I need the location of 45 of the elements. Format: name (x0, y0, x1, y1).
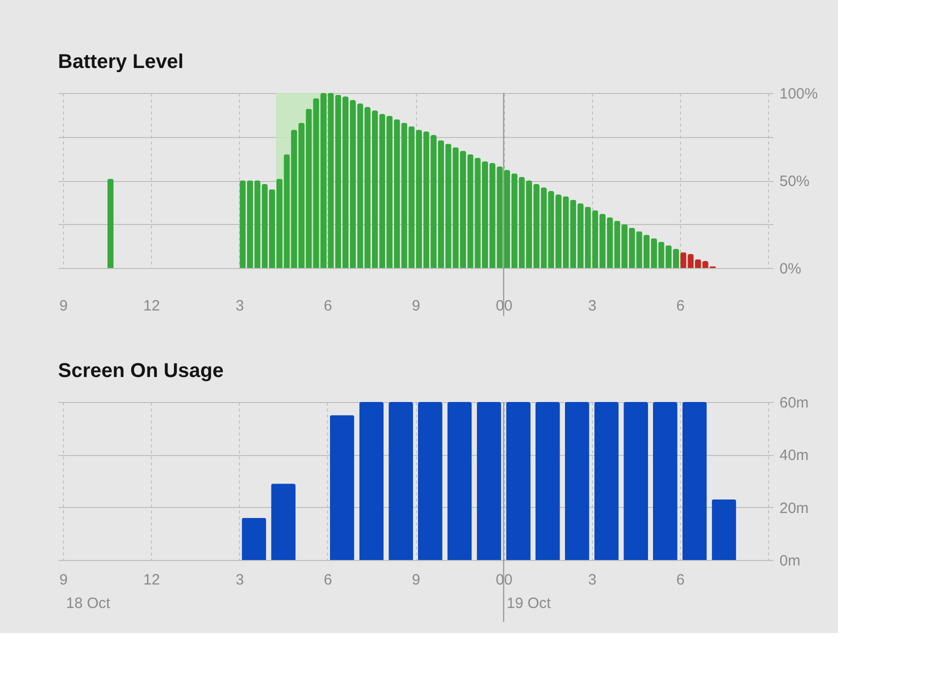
bar (418, 402, 442, 560)
x-tick-label: 6 (324, 298, 332, 314)
chart-title: Screen On Usage (58, 360, 224, 382)
bar (540, 188, 547, 268)
bar (712, 499, 736, 560)
text: 19 Oct (506, 595, 552, 612)
bar (518, 177, 525, 268)
y-tick-label: 50% (780, 173, 810, 190)
y-tick-label: 60m (780, 394, 809, 412)
bar (564, 402, 590, 560)
x-tick-label: 6 (676, 298, 685, 314)
x-tick-label: 9 (59, 298, 68, 314)
bar (447, 402, 472, 560)
x-tick-label: 9 (59, 572, 68, 588)
y-tick-label: 100% (780, 86, 818, 102)
x-tick-label: 6 (324, 572, 332, 588)
y-tick-label: 20m (780, 500, 809, 517)
y-tick-label: 0m (780, 552, 800, 570)
x-tick-label: 12 (143, 572, 160, 588)
bar (682, 402, 707, 560)
bar (401, 122, 408, 268)
bar (624, 402, 648, 560)
x-tick-label: 3 (588, 298, 596, 314)
x-tick-label: 6 (676, 572, 685, 588)
text: 18 Oct (66, 595, 112, 612)
x-tick-label: 9 (412, 572, 420, 588)
x-tick-label: 3 (588, 572, 596, 588)
y-tick-label: 40m (780, 447, 809, 464)
x-tick-label: 3 (236, 572, 244, 588)
bar (652, 402, 678, 560)
x-tick-label: 3 (236, 298, 244, 314)
bar (506, 402, 531, 560)
x-tick-label: 9 (412, 298, 420, 314)
bar (359, 402, 384, 560)
x-tick-label: 12 (143, 298, 160, 314)
bar (330, 415, 354, 560)
bar (284, 154, 290, 268)
bar (306, 108, 312, 268)
bar (476, 402, 502, 560)
bar (535, 402, 560, 560)
bar (594, 402, 619, 560)
bar (388, 402, 414, 560)
bar (423, 132, 430, 268)
chart-title: Battery Level (58, 51, 184, 73)
y-tick-label: 0% (780, 260, 802, 278)
